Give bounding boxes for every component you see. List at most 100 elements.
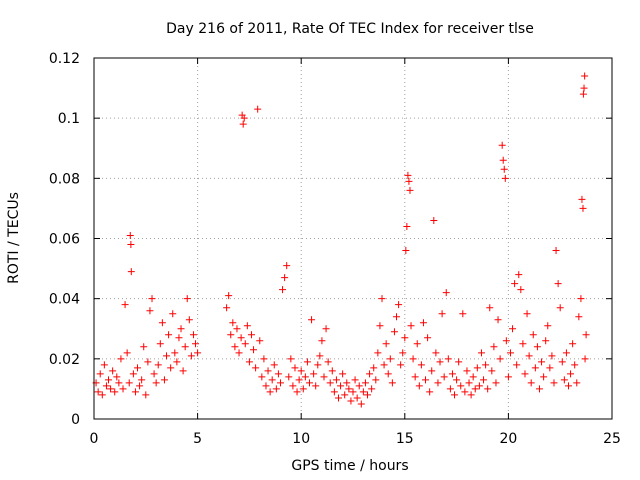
data-point-plus xyxy=(548,352,556,360)
data-point-plus xyxy=(129,370,137,378)
data-point-plus xyxy=(401,334,409,342)
data-point-plus xyxy=(247,331,255,339)
data-point-plus xyxy=(506,349,514,357)
data-point-plus xyxy=(260,355,268,363)
data-point-plus xyxy=(569,340,577,348)
data-point-plus xyxy=(529,331,537,339)
data-point-plus xyxy=(337,382,345,390)
data-point-plus xyxy=(390,328,398,336)
x-tick-label: 15 xyxy=(396,431,414,447)
data-point-plus xyxy=(511,280,519,288)
data-point-plus xyxy=(411,373,419,381)
data-point-plus xyxy=(432,349,440,357)
data-point-plus xyxy=(515,271,523,279)
data-point-plus xyxy=(417,361,425,369)
data-point-plus xyxy=(289,382,297,390)
data-point-plus xyxy=(318,337,326,345)
data-point-plus xyxy=(297,367,305,375)
data-point-plus xyxy=(560,376,568,384)
data-point-plus xyxy=(492,379,500,387)
data-point-plus xyxy=(486,304,494,312)
data-point-plus xyxy=(301,373,309,381)
data-point-plus xyxy=(453,376,461,384)
data-point-plus xyxy=(374,349,382,357)
data-point-plus xyxy=(268,376,276,384)
data-point-plus xyxy=(477,349,485,357)
data-point-plus xyxy=(150,370,158,378)
data-point-plus xyxy=(471,385,479,393)
data-point-plus xyxy=(254,105,262,113)
data-point-plus xyxy=(558,358,566,366)
data-point-plus xyxy=(285,373,293,381)
data-point-plus xyxy=(136,382,144,390)
data-point-plus xyxy=(434,379,442,387)
data-point-plus xyxy=(152,379,160,387)
data-point-plus xyxy=(484,385,492,393)
data-point-plus xyxy=(299,385,307,393)
data-point-plus xyxy=(438,310,446,318)
data-point-plus xyxy=(463,367,471,375)
data-point-plus xyxy=(123,349,131,357)
data-point-plus xyxy=(446,385,454,393)
data-point-plus xyxy=(96,370,104,378)
data-point-plus xyxy=(140,343,148,351)
data-point-plus xyxy=(469,373,477,381)
data-point-plus xyxy=(189,331,197,339)
data-point-plus xyxy=(380,361,388,369)
data-point-plus xyxy=(276,379,284,387)
y-tick-label: 0.08 xyxy=(49,171,80,187)
data-point-plus xyxy=(117,355,125,363)
data-point-plus xyxy=(148,295,156,303)
data-point-plus xyxy=(577,295,585,303)
data-point-plus xyxy=(119,385,127,393)
data-point-plus xyxy=(490,343,498,351)
data-point-plus xyxy=(266,388,274,396)
data-point-plus xyxy=(131,388,139,396)
data-point-plus xyxy=(465,379,473,387)
data-point-plus xyxy=(107,385,115,393)
data-point-plus xyxy=(194,349,202,357)
data-point-plus xyxy=(192,340,200,348)
data-point-plus xyxy=(488,367,496,375)
data-point-plus xyxy=(185,316,193,324)
data-point-plus xyxy=(370,364,378,372)
data-point-plus xyxy=(264,367,272,375)
data-point-plus xyxy=(355,382,363,390)
x-tick-label: 10 xyxy=(292,431,310,447)
data-point-plus xyxy=(546,364,554,372)
data-point-plus xyxy=(235,349,243,357)
data-point-plus xyxy=(233,325,241,333)
data-point-plus xyxy=(426,388,434,396)
data-point-plus xyxy=(407,322,415,330)
data-point-plus xyxy=(540,373,548,381)
data-point-plus xyxy=(262,382,270,390)
data-point-plus xyxy=(283,262,291,270)
data-point-plus xyxy=(272,385,280,393)
data-point-plus xyxy=(361,379,369,387)
data-point-plus xyxy=(442,289,450,297)
data-point-plus xyxy=(330,388,338,396)
data-point-plus xyxy=(513,361,521,369)
data-point-plus xyxy=(388,379,396,387)
data-point-plus xyxy=(366,370,374,378)
data-point-plus xyxy=(167,364,175,372)
data-point-plus xyxy=(100,361,108,369)
data-point-plus xyxy=(580,84,588,92)
data-point-plus xyxy=(94,388,102,396)
data-point-plus xyxy=(102,382,110,390)
data-point-plus xyxy=(183,295,191,303)
data-point-plus xyxy=(372,376,380,384)
x-tick-label: 5 xyxy=(193,431,202,447)
x-tick-label: 0 xyxy=(90,431,99,447)
data-point-plus xyxy=(533,343,541,351)
x-tick-labels: 0 5 10 15 20 25 xyxy=(90,431,621,447)
data-point-plus xyxy=(567,370,575,378)
data-point-plus xyxy=(111,388,119,396)
data-point-plus xyxy=(448,370,456,378)
data-point-plus xyxy=(339,370,347,378)
data-point-plus xyxy=(364,391,372,399)
data-point-plus xyxy=(177,325,185,333)
data-point-plus xyxy=(499,156,507,164)
data-point-plus xyxy=(382,340,390,348)
data-point-plus xyxy=(345,385,353,393)
